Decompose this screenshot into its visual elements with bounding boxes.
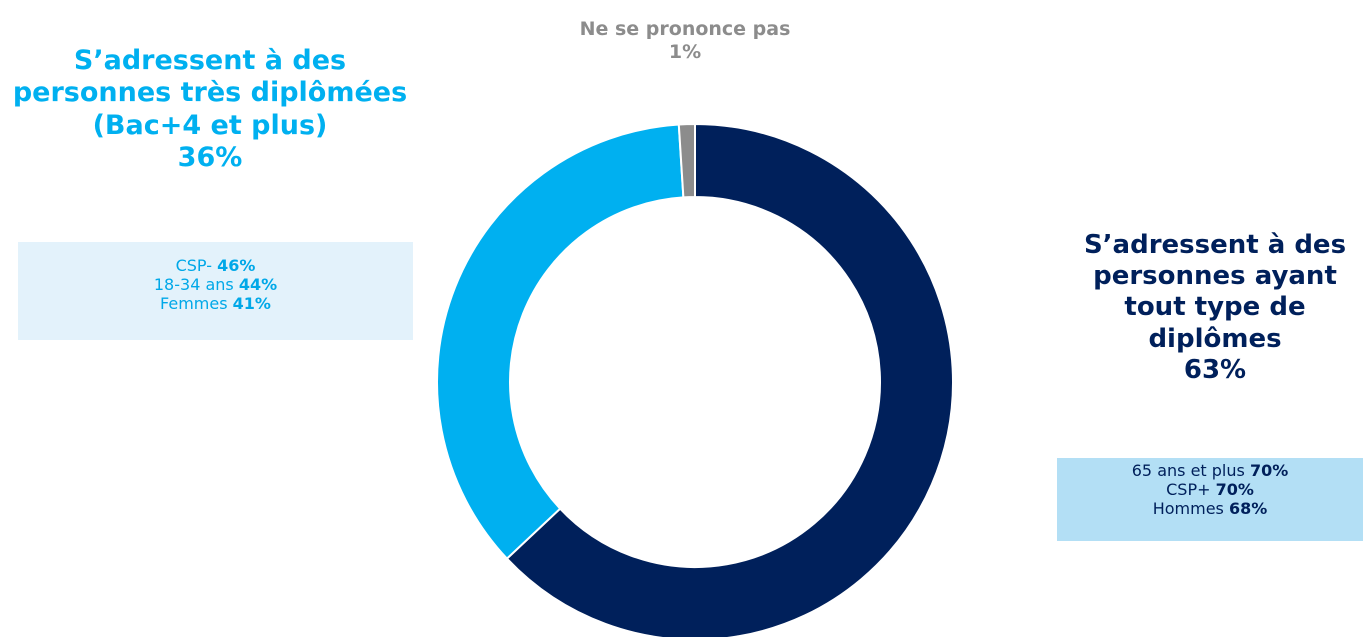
detail-line: CSP- 46%	[18, 256, 413, 275]
detail-label: Hommes	[1152, 499, 1224, 519]
detail-label: Femmes	[160, 294, 228, 314]
detail-line: 65 ans et plus 70%	[1057, 461, 1363, 480]
detail-line: 18-34 ans 44%	[18, 275, 413, 294]
slice-label: Ne se prononce pas 1%	[535, 18, 835, 64]
detail-value: 70%	[1249, 461, 1289, 480]
detail-label: 65 ans et plus	[1131, 461, 1245, 480]
detail-value: 68%	[1228, 499, 1268, 519]
slice-value: 1%	[668, 40, 702, 63]
slice-label: S’adressent à des personnes très diplômé…	[0, 45, 420, 175]
detail-label: CSP+	[1166, 480, 1211, 500]
slice-name: S’adressent à des personnes très diplômé…	[12, 45, 408, 141]
slice-label: S’adressent à des personnes ayant tout t…	[1063, 230, 1363, 386]
detail-value: 70%	[1215, 480, 1254, 500]
detail-line: Femmes 41%	[18, 294, 413, 313]
detail-label: CSP-	[175, 256, 212, 275]
slice-value: 63%	[1183, 354, 1247, 385]
detail-line: CSP+ 70%	[1057, 480, 1363, 499]
donut-slice	[436, 123, 685, 561]
detail-value: 44%	[238, 275, 278, 295]
donut-slice	[505, 122, 954, 637]
detail-box: CSP- 46% 18-34 ans 44% Femmes 41%	[18, 242, 413, 340]
slice-name: S’adressent à des personnes ayant tout t…	[1083, 230, 1347, 354]
detail-value: 41%	[232, 294, 271, 314]
detail-value: 46%	[217, 256, 256, 275]
detail-label: 18-34 ans	[153, 275, 234, 295]
slice-value: 36%	[177, 142, 243, 174]
slice-name: Ne se prononce pas	[579, 18, 791, 40]
detail-line: Hommes 68%	[1057, 499, 1363, 518]
donut-slice	[677, 122, 696, 199]
detail-box: 65 ans et plus 70% CSP+ 70% Hommes 68%	[1057, 458, 1363, 541]
